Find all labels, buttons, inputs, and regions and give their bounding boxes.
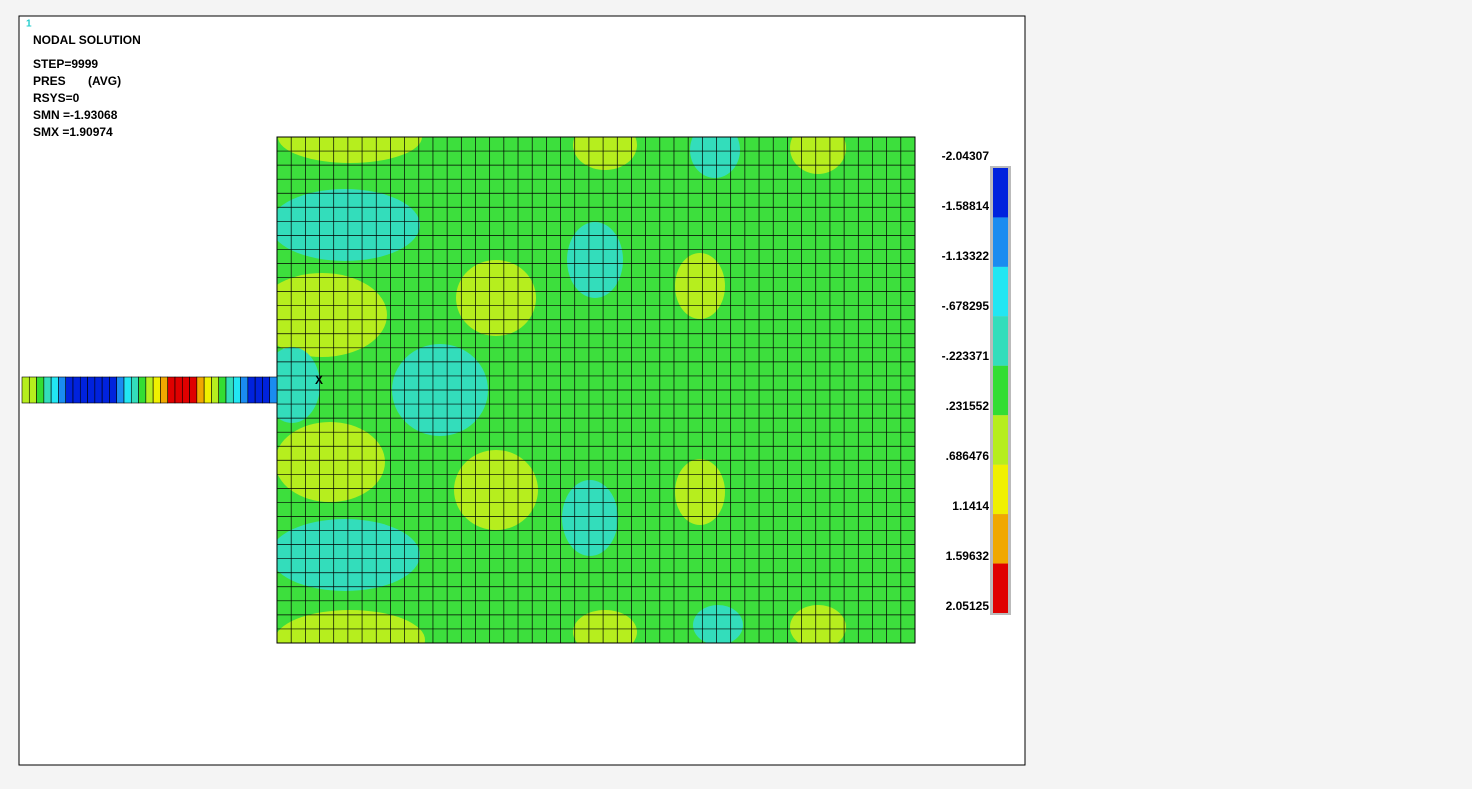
legend-label: 1.59632	[946, 549, 990, 563]
bar-segment	[123, 376, 132, 404]
bar-segment	[262, 376, 271, 404]
contour-region	[675, 253, 725, 319]
bar-segment	[43, 376, 52, 404]
bar-segment	[203, 376, 212, 404]
bar-segment	[174, 376, 183, 404]
bar-segment	[36, 376, 45, 404]
legend-label: -2.04307	[942, 149, 990, 163]
bar-segment	[189, 376, 198, 404]
legend-label: -1.13322	[942, 249, 990, 263]
contour-region	[277, 610, 425, 643]
contour-region	[277, 519, 420, 591]
contour-region	[454, 450, 538, 530]
contour-region	[456, 260, 536, 336]
bar-segment	[87, 376, 96, 404]
bar-segment	[196, 376, 205, 404]
bar-segment	[145, 376, 154, 404]
info-step: STEP=9999	[33, 57, 98, 71]
legend-label: -.678295	[942, 299, 990, 313]
contour-region	[277, 422, 385, 502]
axis-marker: X	[315, 373, 323, 387]
window-number: 1	[26, 19, 32, 30]
legend: -2.04307 -1.58814 -1.13322 -.678295 -.223371…	[942, 149, 1011, 615]
bar-segment	[181, 376, 190, 404]
legend-swatch	[993, 514, 1008, 564]
legend-label: -1.58814	[942, 199, 990, 213]
contour-region	[277, 189, 420, 261]
legend-swatch	[993, 168, 1008, 218]
bar-segment	[79, 376, 88, 404]
bar-segment	[130, 376, 139, 404]
info-rsys: RSYS=0	[33, 91, 80, 105]
bar-segment	[109, 376, 118, 404]
bar-segment	[152, 376, 161, 404]
legend-swatch	[993, 464, 1008, 515]
legend-label: 2.05125	[946, 599, 990, 613]
contour-region	[567, 222, 623, 298]
bar-segment	[58, 376, 67, 404]
legend-swatch	[993, 365, 1008, 416]
info-item: PRES	[33, 74, 66, 88]
bar-segment	[167, 376, 176, 404]
contour-region	[278, 137, 422, 163]
info-title: NODAL SOLUTION	[33, 33, 141, 47]
bar-segment	[72, 376, 81, 404]
legend-label: .231552	[946, 399, 990, 413]
bar-segment	[28, 376, 37, 404]
legend-swatch	[993, 415, 1008, 465]
legend-label: .686476	[946, 449, 990, 463]
legend-swatch	[993, 217, 1008, 267]
bar-segment	[116, 376, 125, 404]
bar-segment	[94, 376, 103, 404]
contour-region	[562, 480, 618, 556]
contour-region	[790, 605, 846, 643]
bar-segment	[21, 376, 30, 404]
info-smn: SMN =-1.93068	[33, 108, 118, 122]
legend-swatch	[993, 563, 1008, 613]
info-smx: SMX =1.90974	[33, 125, 113, 139]
legend-label: 1.1414	[952, 499, 989, 513]
legend-swatch	[993, 316, 1008, 366]
bar-segment	[138, 376, 147, 404]
contour-region	[693, 605, 743, 643]
bar-segment	[160, 376, 169, 404]
contour-region	[675, 459, 725, 525]
bar-segment	[211, 376, 220, 404]
contour-region	[790, 137, 846, 174]
bar-segment	[65, 376, 74, 404]
legend-label: -.223371	[942, 349, 990, 363]
bar-segment	[218, 376, 227, 404]
bar-segment	[232, 376, 241, 404]
bar-segment	[101, 376, 110, 404]
info-avg: (AVG)	[88, 74, 121, 88]
bar-segment	[269, 376, 278, 404]
contour-region	[277, 273, 387, 357]
bar-segment	[50, 376, 59, 404]
bar-segment	[240, 376, 249, 404]
legend-swatch	[993, 266, 1008, 317]
inlet-bar	[21, 376, 278, 404]
contour-plate	[277, 137, 915, 643]
bar-segment	[225, 376, 234, 404]
bar-segment	[254, 376, 263, 404]
bar-segment	[247, 376, 256, 404]
